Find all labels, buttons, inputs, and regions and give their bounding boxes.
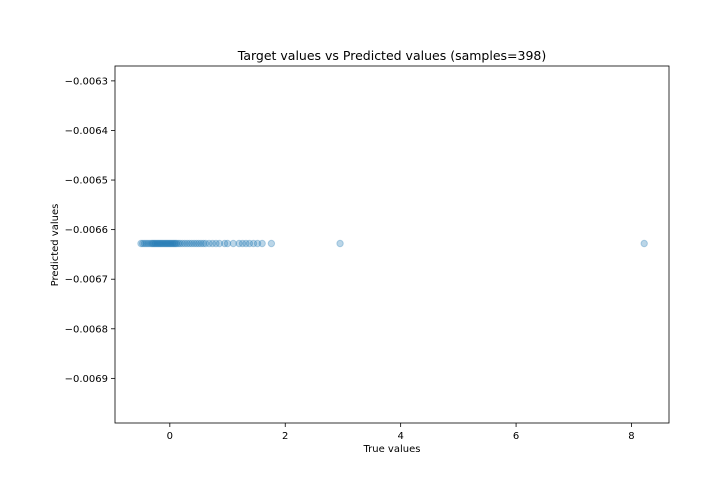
x-tick-label: 8	[628, 431, 634, 442]
data-point	[215, 239, 224, 248]
data-point	[192, 239, 201, 248]
data-point	[173, 239, 181, 248]
data-point	[190, 239, 198, 248]
data-point	[223, 239, 232, 248]
y-tick-label: −0.0068	[65, 324, 108, 335]
data-point	[163, 239, 172, 248]
data-point	[155, 239, 164, 248]
data-point	[238, 239, 247, 248]
chart-title: Target values vs Predicted values (sampl…	[237, 48, 546, 63]
x-tick-label: 6	[513, 431, 519, 442]
data-point	[142, 239, 150, 248]
data-point	[229, 239, 238, 248]
data-point	[205, 239, 213, 248]
data-point	[162, 239, 171, 248]
data-point	[245, 239, 254, 248]
x-axis-ticks: 0 2 4 6 8	[167, 423, 635, 442]
data-point	[158, 239, 166, 248]
data-point	[151, 239, 159, 248]
data-point	[194, 239, 203, 248]
data-point	[267, 239, 276, 248]
data-point	[640, 239, 648, 248]
data-point	[160, 239, 168, 248]
data-point	[249, 239, 258, 248]
y-axis-label: Predicted values	[50, 204, 61, 287]
x-tick-label: 4	[397, 431, 403, 442]
data-point	[154, 239, 162, 248]
y-tick-label: −0.0065	[65, 176, 108, 187]
data-point	[188, 239, 196, 248]
y-axis-ticks: −0.0063 −0.0064 −0.0065 −0.0066 −0.0067 −0.00…	[65, 76, 115, 385]
data-point	[170, 239, 179, 248]
data-point	[166, 239, 174, 248]
x-tick-label: 2	[282, 431, 288, 442]
data-point	[159, 239, 167, 248]
data-point	[336, 239, 344, 248]
data-point	[178, 239, 187, 248]
data-point	[149, 239, 158, 248]
y-tick-label: −0.0063	[65, 76, 108, 87]
data-point	[147, 239, 156, 248]
data-point	[235, 239, 243, 248]
x-tick-label: 0	[167, 431, 173, 442]
data-point	[137, 239, 145, 248]
data-point	[258, 239, 266, 248]
data-point	[185, 239, 194, 248]
data-point	[208, 239, 217, 248]
data-point	[164, 239, 173, 248]
data-point	[174, 239, 183, 248]
data-points	[137, 239, 648, 248]
data-point	[144, 239, 152, 248]
data-point	[140, 239, 149, 248]
data-point	[152, 239, 160, 248]
data-point	[183, 239, 191, 248]
data-point	[197, 239, 205, 248]
data-point	[168, 239, 176, 248]
data-point	[156, 239, 165, 248]
plot-area-frame	[114, 65, 670, 424]
y-tick-label: −0.0069	[65, 374, 108, 385]
y-tick-label: −0.0064	[65, 126, 108, 137]
data-point	[242, 239, 250, 248]
data-point	[181, 239, 189, 248]
data-point	[161, 239, 169, 248]
data-point	[212, 239, 220, 248]
data-point	[253, 239, 262, 248]
data-point	[153, 239, 161, 248]
data-point	[145, 239, 154, 248]
y-tick-label: −0.0066	[65, 225, 108, 236]
data-point	[201, 239, 210, 248]
data-point	[169, 239, 177, 248]
data-point	[148, 239, 157, 248]
data-point	[139, 239, 147, 248]
data-point	[199, 239, 207, 248]
data-point	[167, 239, 175, 248]
y-tick-label: −0.0067	[65, 275, 108, 286]
data-point	[220, 239, 229, 248]
data-point	[176, 239, 184, 248]
data-point	[171, 239, 180, 248]
x-axis-label: True values	[363, 444, 421, 455]
